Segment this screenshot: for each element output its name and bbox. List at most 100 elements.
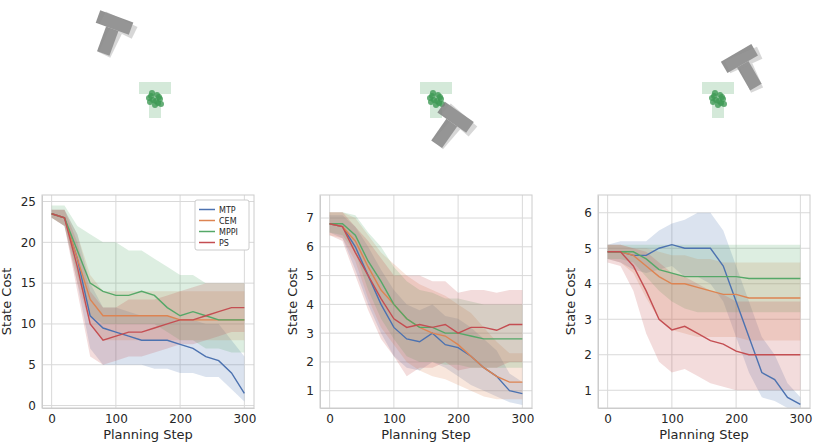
series-line bbox=[330, 224, 523, 394]
y-axis-line bbox=[42, 196, 43, 409]
t-shape bbox=[139, 82, 171, 118]
y-tick-label: 20 bbox=[21, 236, 36, 250]
goal-dot bbox=[427, 95, 433, 101]
plot-frame bbox=[598, 195, 810, 408]
y-axis-line bbox=[598, 196, 599, 409]
x-tick: 100 bbox=[661, 408, 684, 426]
band bbox=[330, 212, 523, 376]
series-line bbox=[330, 224, 523, 339]
y-tick: 10 bbox=[21, 317, 42, 331]
y-tick: 3 bbox=[306, 327, 320, 341]
t-shape bbox=[89, 11, 138, 62]
x-tick-label: 300 bbox=[511, 412, 534, 426]
y-tick-label: 1 bbox=[306, 384, 314, 398]
panel: 01002003001234567Planning StepState Cost bbox=[285, 195, 535, 442]
x-tick: 200 bbox=[725, 408, 748, 426]
series-line bbox=[330, 224, 523, 333]
x-axis: 0100200300 bbox=[599, 408, 813, 426]
x-tick: 100 bbox=[383, 408, 406, 426]
legend-label: CEM bbox=[219, 217, 237, 226]
legend-swatch bbox=[199, 231, 215, 233]
scene bbox=[420, 82, 477, 156]
y-axis-title: State Cost bbox=[0, 268, 14, 335]
y-tick: 1 bbox=[306, 384, 320, 398]
grid-line-x bbox=[607, 195, 608, 408]
goal-dot bbox=[156, 94, 162, 100]
y-tick: 7 bbox=[306, 211, 320, 225]
x-axis: 0 100 200 300 bbox=[43, 408, 257, 426]
t-bar bbox=[139, 82, 171, 94]
x-tick-label: 200 bbox=[725, 412, 748, 426]
panel: 0100200300123456Planning StepState Cost bbox=[563, 195, 813, 442]
y-tick: 15 bbox=[21, 276, 42, 290]
y-tick-label: 5 bbox=[306, 269, 314, 283]
y-tick-label: 4 bbox=[584, 277, 592, 291]
x-axis-title: Planning Step bbox=[659, 427, 749, 442]
goal-dot bbox=[146, 95, 152, 101]
y-tick-label: 1 bbox=[584, 384, 592, 398]
scene bbox=[702, 44, 773, 118]
x-tick-label: 0 bbox=[48, 412, 56, 426]
x-axis-line bbox=[321, 408, 533, 409]
t-shape bbox=[725, 47, 773, 97]
y-tick-label: 4 bbox=[306, 298, 314, 312]
goal-dot bbox=[709, 95, 715, 101]
x-tick: 0 bbox=[48, 408, 56, 426]
y-tick: 6 bbox=[306, 240, 320, 254]
x-tick: 300 bbox=[233, 408, 256, 426]
x-tick-label: 100 bbox=[661, 412, 684, 426]
x-tick-label: 100 bbox=[383, 412, 406, 426]
x-tick-label: 0 bbox=[326, 412, 334, 426]
y-tick: 4 bbox=[584, 277, 598, 291]
figure: 01002003000510152025Planning StepState C… bbox=[0, 0, 826, 447]
y-tick-label: 7 bbox=[306, 211, 314, 225]
y-tick: 25 bbox=[21, 195, 42, 209]
x-tick-label: 300 bbox=[789, 412, 812, 426]
x-axis: 0100200300 bbox=[321, 408, 535, 426]
y-axis: 123456 bbox=[584, 196, 598, 409]
x-tick: 200 bbox=[169, 408, 192, 426]
y-tick: 5 bbox=[306, 269, 320, 283]
y-tick-label: 5 bbox=[28, 358, 36, 372]
legend-box bbox=[195, 200, 249, 250]
y-tick-label: 5 bbox=[584, 242, 592, 256]
x-axis-line bbox=[599, 408, 811, 409]
band bbox=[330, 212, 523, 399]
y-tick: 20 bbox=[21, 236, 42, 250]
y-tick: 5 bbox=[584, 242, 598, 256]
y-tick-label: 2 bbox=[306, 355, 314, 369]
y-tick-label: 3 bbox=[306, 327, 314, 341]
t-stem bbox=[433, 121, 460, 150]
goal-dot bbox=[149, 90, 155, 96]
grid-line-x bbox=[51, 195, 52, 408]
plot-background bbox=[598, 195, 810, 408]
y-tick-label: 15 bbox=[21, 276, 36, 290]
plot-background bbox=[42, 195, 254, 408]
series-line bbox=[330, 224, 523, 382]
t-shape bbox=[721, 44, 771, 96]
series-line bbox=[608, 245, 801, 405]
scenes bbox=[87, 10, 773, 156]
band bbox=[608, 245, 801, 391]
plot-frame bbox=[320, 195, 532, 408]
t-shape bbox=[702, 82, 734, 118]
x-axis-title: Planning Step bbox=[103, 427, 193, 442]
y-tick-label: 6 bbox=[584, 206, 592, 220]
x-tick: 0 bbox=[326, 408, 334, 426]
plot-marks bbox=[330, 212, 523, 405]
x-tick: 100 bbox=[105, 408, 128, 426]
y-tick: 2 bbox=[584, 348, 598, 362]
scene bbox=[87, 10, 171, 118]
t-bar bbox=[702, 82, 734, 94]
y-tick-label: 6 bbox=[306, 240, 314, 254]
x-tick-label: 200 bbox=[169, 412, 192, 426]
y-tick-label: 10 bbox=[21, 317, 36, 331]
goal-dot bbox=[437, 94, 443, 100]
band bbox=[608, 213, 801, 408]
goal-dot bbox=[158, 101, 164, 107]
y-axis: 1 2 3 4 5 6 7 bbox=[306, 196, 320, 409]
x-axis-title: Planning Step bbox=[381, 427, 471, 442]
y-tick-label: 2 bbox=[584, 348, 592, 362]
t-shape bbox=[425, 104, 478, 157]
y-tick: 5 bbox=[28, 358, 42, 372]
